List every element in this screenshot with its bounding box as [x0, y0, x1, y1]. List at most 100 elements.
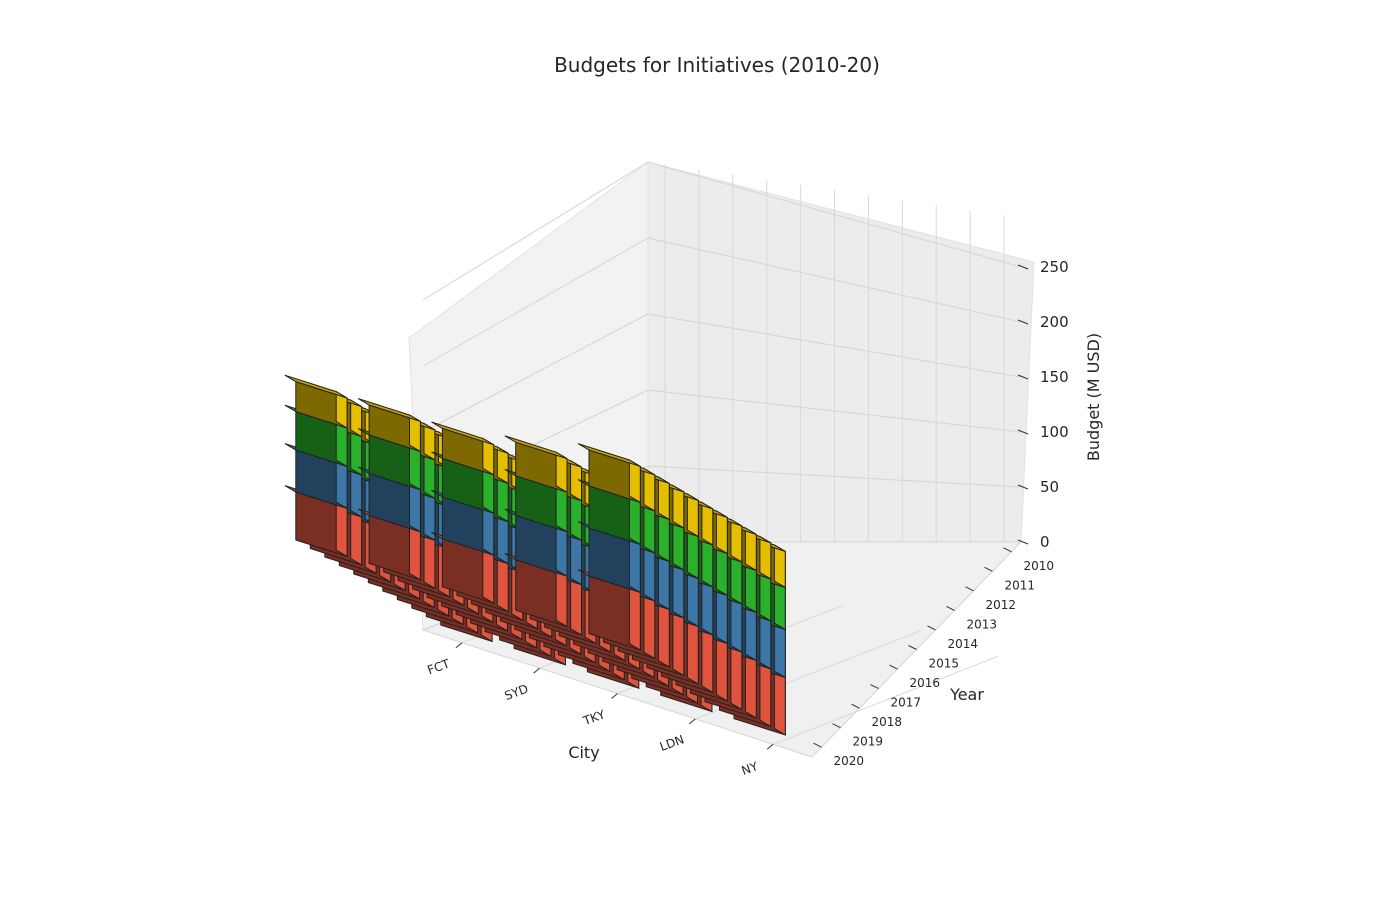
city-grid-line [772, 655, 999, 745]
bar-face-side [628, 585, 641, 651]
bar-face-side [643, 545, 656, 602]
y-tick-mark [832, 723, 841, 729]
bar-face-side [643, 503, 656, 554]
chart-title: Budgets for Initiatives (2010-20) [554, 53, 880, 77]
bar-face-side [773, 580, 786, 631]
bar-face-side [701, 627, 714, 694]
x-tick-label: SYD [503, 682, 531, 703]
y-tick-label: 2012 [986, 598, 1017, 612]
bar-segment [431, 421, 495, 476]
axis-ticks: 0 50 100 150 200 250 FCT SYD TKY LDN NY 2010 2011 201… [426, 258, 1069, 778]
bar-face-side [555, 524, 568, 578]
y-tick-mark [908, 645, 917, 650]
bar-face-side [701, 579, 714, 636]
x-axis-label: City [568, 743, 599, 762]
z-tick-label: 150 [1040, 368, 1069, 386]
bar-face-side [773, 622, 786, 679]
bar-face-side [570, 577, 582, 636]
z-tick-mark [1017, 319, 1029, 325]
y-tick-label: 2013 [967, 617, 998, 631]
bar-face-side [555, 568, 568, 628]
z-grid-line [422, 313, 1022, 433]
bars [284, 374, 786, 736]
bar-segment [284, 374, 348, 429]
x-tick-mark [688, 718, 696, 725]
z-tick-label: 0 [1040, 533, 1050, 551]
bar-face-side [715, 546, 728, 597]
bar-face-top [504, 435, 568, 460]
bar-face-top [577, 443, 641, 467]
x-tick-mark [533, 667, 541, 674]
y-tick-mark [889, 664, 898, 670]
bar-face-side [759, 661, 772, 728]
bar-face-side [657, 602, 670, 668]
bar-face-side [759, 613, 772, 670]
z-tick-label: 200 [1040, 313, 1069, 331]
x-tick-label: TKY [580, 707, 607, 728]
bar-face-side [715, 636, 728, 702]
bar-face-side [730, 644, 743, 711]
y-tick-label: 2020 [834, 754, 865, 768]
z-tick-mark [1017, 539, 1029, 545]
bar-face-side [730, 596, 743, 653]
y-tick-label: 2019 [853, 735, 884, 749]
x-tick-label: LDN [658, 732, 686, 754]
bar-face-side [744, 605, 757, 662]
bar-face-side [744, 563, 757, 614]
bar-face-side [496, 514, 509, 565]
y-tick-label: 2018 [872, 715, 903, 729]
x-tick-mark [455, 642, 463, 649]
bar-face-side [686, 529, 699, 580]
bar-face-side [482, 467, 495, 515]
bar-face-side [759, 571, 772, 622]
y-tick-label: 2015 [929, 657, 960, 671]
bar-face-side [744, 653, 757, 719]
z-tick-mark [1017, 264, 1029, 270]
y-axis-label: Year [949, 685, 984, 704]
y-tick-label: 2010 [1024, 559, 1055, 573]
bar-segment [504, 435, 568, 494]
bar-face-side [672, 610, 685, 677]
bar-face-top [431, 421, 494, 446]
bar-segment [357, 398, 421, 453]
bar-face-side [730, 554, 743, 605]
bar-face-side [686, 619, 699, 685]
y-tick-mark [813, 742, 822, 748]
bar-face-side [570, 493, 582, 542]
y-tick-mark [851, 703, 860, 709]
back-wall-right [647, 161, 1035, 543]
bar-face-top [284, 374, 348, 399]
y-tick-label: 2016 [910, 676, 941, 690]
z-grid-line [422, 161, 1022, 301]
bar-face-side [643, 593, 656, 660]
bar-face-side [496, 476, 509, 523]
bar-face-side [482, 547, 495, 605]
bar-face-side [409, 482, 421, 533]
bar-face-side [773, 670, 786, 736]
bar-face-top [357, 398, 421, 422]
y-tick-label: 2014 [948, 637, 979, 651]
bar-face-side [350, 509, 363, 566]
y-tick-mark [946, 605, 955, 611]
bar-face-side [672, 520, 685, 571]
bar-segment [577, 443, 641, 504]
bar-face-side [657, 554, 670, 611]
y-tick-mark [927, 625, 936, 631]
bar-face-side [423, 533, 436, 590]
bar-face-side [496, 556, 509, 613]
x-tick-mark [766, 743, 774, 750]
bar-face-side [555, 484, 568, 533]
bar-face-side [672, 562, 685, 619]
x-tick-label: FCT [426, 656, 453, 677]
bar-face-side [628, 537, 641, 594]
y-tick-mark [1003, 547, 1012, 553]
bar-face-side [482, 505, 495, 557]
bar-face-side [409, 524, 421, 581]
z-tick-label: 50 [1040, 478, 1059, 496]
z-tick-label: 250 [1040, 258, 1069, 276]
y-tick-label: 2017 [891, 696, 922, 710]
bar-face-side [701, 537, 714, 588]
z-tick-mark [1017, 429, 1029, 435]
y-tick-label: 2011 [1005, 578, 1036, 592]
